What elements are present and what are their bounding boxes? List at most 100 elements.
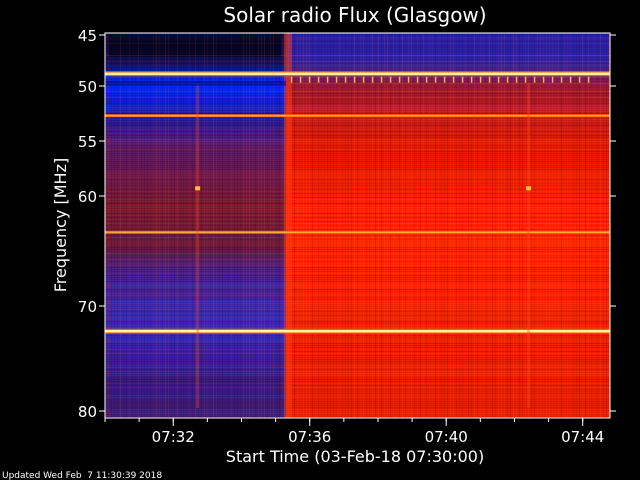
noise-column	[252, 33, 253, 418]
noise-column	[555, 33, 556, 418]
noise-column	[159, 33, 160, 418]
striation	[105, 39, 286, 40]
noise-column	[480, 33, 481, 418]
striation	[285, 65, 610, 66]
striation	[105, 37, 286, 38]
striation	[285, 207, 610, 208]
noise-column	[444, 33, 445, 418]
striation	[105, 205, 286, 206]
striation	[285, 183, 610, 184]
striation	[285, 171, 610, 172]
striation	[285, 127, 610, 128]
striation	[105, 149, 286, 150]
band-spike	[515, 76, 518, 83]
striation	[285, 371, 610, 372]
band-spike	[551, 76, 554, 83]
striation	[285, 377, 610, 378]
striation	[105, 35, 286, 36]
noise-column	[600, 33, 601, 418]
striation	[285, 111, 610, 112]
striation	[105, 375, 286, 376]
noise-column	[207, 33, 208, 418]
noise-column	[108, 33, 109, 418]
bright-band-core	[105, 231, 610, 233]
noise-column	[570, 33, 571, 418]
striation	[285, 327, 610, 328]
noise-column	[534, 33, 535, 418]
chart-title: Solar radio Flux (Glasgow)	[223, 3, 486, 27]
band-spike	[317, 76, 320, 83]
striation	[105, 167, 286, 168]
striation	[285, 281, 610, 282]
striation	[105, 387, 286, 388]
striation	[285, 343, 610, 344]
y-tick-label: 60	[78, 188, 97, 206]
striation	[285, 63, 610, 64]
noise-column	[339, 33, 340, 418]
striation	[105, 361, 286, 362]
striation	[105, 349, 286, 350]
noise-column	[474, 33, 475, 418]
striation	[105, 169, 286, 170]
striation	[105, 321, 286, 322]
striation	[285, 119, 610, 120]
striation	[285, 143, 610, 144]
noise-column	[282, 33, 283, 418]
striation	[285, 43, 610, 44]
striation	[105, 355, 286, 356]
striation	[285, 241, 610, 242]
noise-column	[462, 33, 463, 418]
striation	[105, 127, 286, 128]
striation	[105, 343, 286, 344]
band-spike	[542, 76, 545, 83]
striation	[105, 265, 286, 266]
noise-column	[345, 33, 346, 418]
noise-column	[351, 33, 352, 418]
noise-column	[273, 33, 274, 418]
striation	[105, 353, 286, 354]
noise-column	[216, 33, 217, 418]
striation	[285, 305, 610, 306]
region-post-burst	[285, 33, 610, 418]
noise-column	[411, 33, 412, 418]
striation	[285, 153, 610, 154]
striation	[105, 415, 286, 416]
striation	[285, 385, 610, 386]
striation	[285, 255, 610, 256]
band-spike	[353, 76, 356, 83]
striation	[105, 245, 286, 246]
noise-column	[384, 33, 385, 418]
striation	[285, 77, 610, 78]
striation	[285, 295, 610, 296]
striation	[105, 217, 286, 218]
noise-column	[492, 33, 493, 418]
noise-column	[219, 33, 220, 418]
striation	[285, 89, 610, 90]
striation	[285, 393, 610, 394]
striation	[105, 305, 286, 306]
striation	[105, 275, 286, 276]
striation	[105, 141, 286, 142]
striation	[105, 259, 286, 260]
band-spike	[587, 76, 590, 83]
noise-column	[552, 33, 553, 418]
noise-column	[366, 33, 367, 418]
striation	[105, 121, 286, 122]
band-spike	[362, 76, 365, 83]
striation	[285, 409, 610, 410]
striation	[285, 375, 610, 376]
striation	[105, 77, 286, 78]
noise-column	[141, 33, 142, 418]
striation	[285, 195, 610, 196]
striation	[105, 229, 286, 230]
noise-column	[498, 33, 499, 418]
striation	[105, 47, 286, 48]
y-tick-label: 70	[78, 298, 97, 316]
noise-column	[153, 33, 154, 418]
striation	[285, 235, 610, 236]
noise-column	[543, 33, 544, 418]
x-tick-label: 07:44	[561, 428, 604, 446]
noise-column	[381, 33, 382, 418]
axes: 45 50 55 60 70 80 07:32 07:36 07:40 07:44	[78, 27, 616, 446]
